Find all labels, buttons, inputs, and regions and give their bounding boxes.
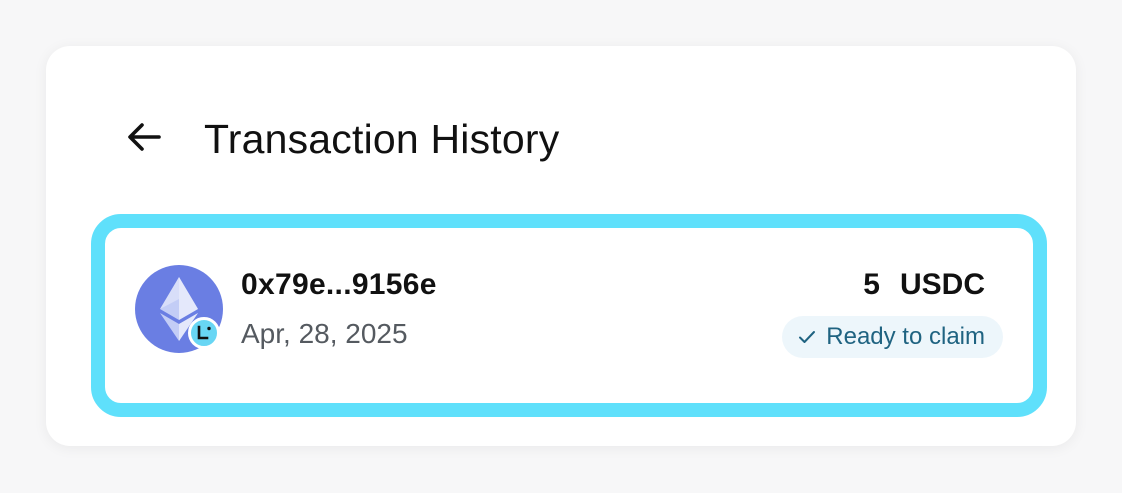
arrow-left-icon (125, 118, 163, 161)
status-label: Ready to claim (826, 323, 985, 350)
transaction-date: Apr, 28, 2025 (241, 318, 408, 349)
status-badge: Ready to claim (782, 316, 1003, 358)
back-button[interactable] (124, 120, 164, 160)
transaction-item[interactable]: 0x79e...9156e Apr, 28, 2025 5 USDC Ready… (91, 214, 1047, 417)
linea-icon (188, 317, 220, 349)
wallet-address: 0x79e...9156e (241, 268, 437, 301)
ethereum-icon (135, 265, 223, 353)
transaction-amount: 5 USDC (863, 268, 985, 302)
amount-value: 5 (863, 268, 880, 301)
page-title: Transaction History (204, 116, 560, 162)
check-icon (798, 330, 816, 344)
transaction-history-card: Transaction History 0x79e...9156e Apr, 2… (46, 46, 1076, 446)
amount-token: USDC (899, 268, 985, 301)
header: Transaction History (124, 116, 559, 163)
